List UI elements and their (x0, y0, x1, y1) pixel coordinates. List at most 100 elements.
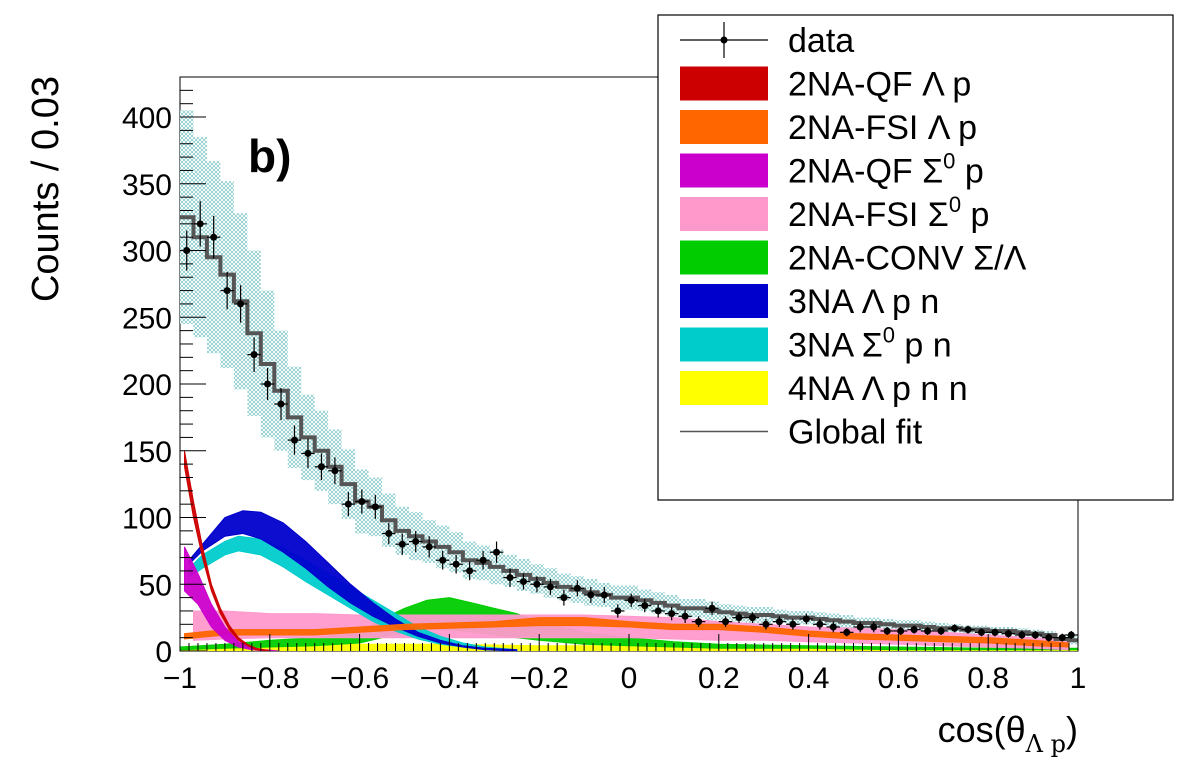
legend-label-sup: 0 (883, 323, 895, 348)
x-tick-label: 0.2 (698, 662, 740, 695)
legend-swatch (680, 153, 768, 188)
x-tick-label: −0.8 (240, 662, 299, 695)
data-point (597, 586, 612, 603)
data-marker (573, 584, 581, 592)
data-marker (466, 567, 474, 575)
data-marker (627, 596, 635, 604)
legend-label: Global fit (788, 414, 923, 452)
data-marker (223, 287, 231, 295)
data-marker (371, 503, 379, 511)
data-point (786, 618, 800, 630)
data-point (584, 586, 598, 603)
data-marker (991, 628, 999, 636)
data-marker (1018, 631, 1026, 639)
data-marker (829, 623, 837, 631)
data-point (853, 621, 867, 633)
data-point (247, 337, 261, 373)
x-axis-title-suffix: ) (1066, 709, 1078, 750)
legend-label-part: p (955, 153, 983, 191)
x-tick-label: 0.6 (878, 662, 920, 695)
data-marker (479, 556, 487, 564)
data-point (395, 533, 409, 555)
legend-label: 2NA-FSI Λ p (788, 109, 977, 147)
data-marker (331, 467, 339, 475)
data-marker (452, 560, 460, 568)
data-point (570, 580, 585, 597)
x-tick-label: −1 (163, 662, 197, 695)
data-marker (897, 627, 905, 635)
legend-swatch (680, 110, 768, 144)
data-point (705, 601, 719, 615)
data-marker (1058, 634, 1066, 642)
legend-label: 2NA-FSI Σ0 p (788, 192, 989, 234)
data-point (557, 589, 571, 606)
data-point (988, 628, 1002, 637)
legend-entry: 2NA-FSI Σ0 p (680, 192, 989, 234)
data-marker (358, 497, 366, 505)
data-point (476, 550, 490, 570)
x-axis-title: cos(θΛ p) (938, 709, 1078, 758)
data-marker (587, 591, 595, 599)
legend-swatch (680, 327, 768, 362)
data-marker (924, 627, 932, 635)
data-marker (1031, 631, 1039, 639)
data-marker (614, 607, 622, 615)
data-marker (264, 380, 272, 388)
y-tick-label: 50 (139, 569, 172, 602)
data-point (341, 492, 356, 517)
data-marker (843, 628, 851, 636)
data-marker (1067, 631, 1075, 639)
data-marker (210, 233, 218, 241)
data-point (840, 628, 854, 637)
y-tick-label: 200 (122, 369, 172, 402)
legend-entry: Global fit (680, 414, 923, 452)
data-point (1015, 630, 1029, 639)
data-point (503, 568, 517, 587)
data-marker (344, 500, 352, 508)
data-marker (533, 580, 541, 588)
data-marker (304, 449, 312, 457)
data-marker (816, 620, 824, 628)
data-point (530, 576, 544, 593)
legend-label: 3NA Σ0 p n (788, 323, 952, 365)
legend-entry: 2NA-FSI Λ p (680, 109, 977, 147)
component-band-6 (184, 546, 279, 651)
data-point (866, 621, 881, 633)
legend-entry: 2NA-QF Σ0 p (680, 149, 984, 191)
legend-marker-dot (720, 36, 728, 44)
data-point (1042, 633, 1056, 642)
data-point (193, 201, 207, 247)
legend-label: 2NA-QF Σ0 p (788, 149, 984, 191)
x-tick-label: −0.4 (420, 662, 479, 695)
data-point (974, 628, 989, 637)
legend-swatch (680, 240, 768, 275)
data-marker (385, 530, 393, 538)
data-marker (695, 618, 703, 626)
legend-label-sup: 0 (943, 149, 955, 174)
legend-label-sup: 0 (949, 192, 961, 217)
y-tick-label: 100 (122, 503, 172, 536)
data-marker (937, 627, 945, 635)
data-point (907, 625, 921, 634)
data-marker (681, 612, 689, 620)
data-point (813, 618, 827, 630)
data-point (947, 624, 962, 633)
legend-swatch (680, 66, 768, 101)
data-marker (412, 538, 420, 546)
component-band-7 (184, 450, 270, 651)
data-marker (250, 351, 258, 359)
data-point (449, 554, 463, 574)
data-point (368, 494, 383, 519)
data-point (664, 606, 679, 621)
data-point (624, 593, 638, 607)
legend-entry: 3NA Λ p n (680, 283, 939, 321)
data-marker (870, 623, 878, 631)
y-tick-label: 150 (122, 436, 172, 469)
y-axis-title: Counts / 0.03 (25, 76, 67, 302)
y-tick-label: 250 (122, 302, 172, 335)
data-marker (398, 540, 406, 548)
component-band-4 (188, 510, 518, 651)
data-point (233, 285, 248, 323)
